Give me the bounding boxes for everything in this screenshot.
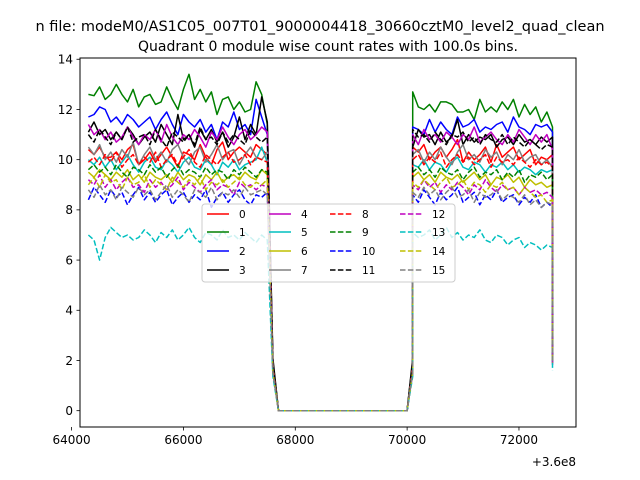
series-line-7: [87, 141, 554, 412]
series-line-9: [87, 163, 554, 412]
chart-title: Quadrant 0 module wise count rates with …: [138, 39, 518, 55]
figure-suptitle: n file: modeM0/AS1C05_007T01_9000004418_…: [35, 19, 604, 35]
series-line-0: [87, 138, 554, 412]
axes-frame: [79, 57, 577, 428]
legend-label-10: 10: [362, 246, 375, 258]
x-tick-label: 68000: [276, 433, 314, 447]
plot-series-group: [87, 73, 554, 412]
series-line-11: [87, 126, 554, 412]
y-tick-label: 2: [65, 354, 73, 368]
legend-label-12: 12: [432, 209, 445, 221]
series-line-14: [87, 173, 554, 412]
legend-label-7: 7: [301, 265, 308, 277]
series-line-3: [87, 96, 554, 412]
y-tick-label: 0: [65, 404, 73, 418]
legend-label-2: 2: [239, 246, 246, 258]
y-tick-label: 4: [65, 304, 73, 318]
legend-label-5: 5: [301, 227, 308, 239]
legend-label-8: 8: [362, 209, 369, 221]
series-line-8: [87, 148, 554, 412]
legend-label-13: 13: [432, 227, 445, 239]
legend-label-4: 4: [301, 209, 308, 221]
legend-label-0: 0: [239, 209, 246, 221]
legend-label-3: 3: [239, 265, 246, 277]
y-tick-label: 14: [58, 53, 73, 67]
x-tick-label: 70000: [388, 433, 426, 447]
x-tick-label: 72000: [500, 433, 538, 447]
x-axis: 64000 66000 68000 70000 72000: [53, 427, 538, 447]
series-line-2: [88, 98, 554, 412]
legend-box: [201, 203, 456, 283]
legend-label-6: 6: [301, 246, 308, 258]
legend-label-11: 11: [362, 265, 375, 277]
series-line-15: [87, 184, 554, 412]
legend-label-14: 14: [432, 246, 446, 258]
y-tick-label: 10: [58, 153, 73, 167]
legend-label-1: 1: [239, 227, 246, 239]
legend-label-9: 9: [362, 227, 369, 239]
series-line-6: [87, 168, 554, 412]
series-line-12: [87, 173, 554, 412]
x-tick-label: 66000: [164, 433, 202, 447]
x-axis-offset-label: +3.6e8: [532, 455, 576, 469]
series-line-4: [87, 123, 554, 412]
y-tick-label: 6: [65, 253, 73, 267]
legend-label-15: 15: [432, 265, 445, 277]
y-tick-label: 12: [58, 103, 73, 117]
y-tick-label: 8: [65, 203, 73, 217]
y-axis: 0 2 4 6 8 10 12 14: [58, 53, 80, 418]
x-tick-label: 64000: [53, 433, 91, 447]
